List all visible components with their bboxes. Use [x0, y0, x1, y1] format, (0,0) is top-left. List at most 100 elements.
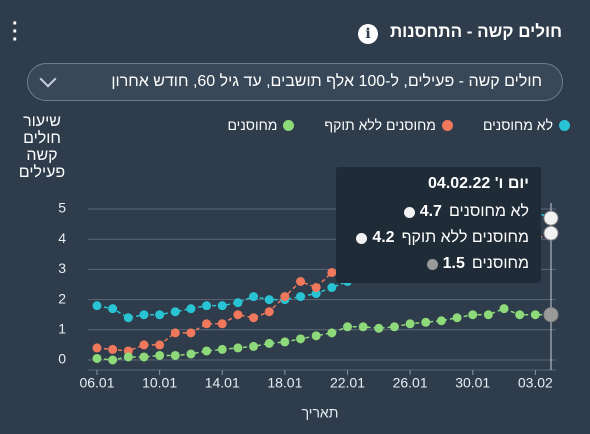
legend-label: מחוסנים ללא תוקף	[324, 117, 436, 133]
x-tick-label: 30.01	[455, 375, 490, 391]
data-point	[217, 301, 227, 311]
data-point	[139, 352, 149, 362]
data-point	[186, 349, 196, 359]
data-point	[421, 317, 431, 327]
x-tick-label: 14.01	[205, 375, 240, 391]
tooltip-marker	[403, 206, 415, 218]
x-tick-label: 03.02	[518, 375, 553, 391]
data-point	[389, 322, 399, 332]
data-point	[123, 352, 133, 362]
hover-marker	[543, 225, 559, 241]
data-point	[155, 340, 165, 350]
data-point	[92, 343, 102, 353]
y-tick-label: 1	[58, 321, 66, 337]
tooltip-row: מחוסנים 1.5	[348, 251, 529, 277]
legend-item: לא מחוסנים	[483, 117, 570, 133]
tooltip-value: 1.5	[442, 255, 465, 272]
data-point	[515, 310, 525, 320]
data-point	[374, 323, 384, 333]
info-icon[interactable]: i	[358, 24, 378, 44]
tooltip-series: לא מחוסנים	[448, 203, 529, 220]
data-point	[108, 355, 118, 365]
data-point	[436, 316, 446, 326]
tooltip-series: מחוסנים	[471, 255, 529, 272]
data-point	[530, 310, 540, 320]
data-point	[327, 283, 337, 293]
data-point	[108, 344, 118, 354]
data-point	[108, 304, 118, 314]
legend-swatch	[283, 119, 295, 131]
tooltip-marker	[356, 232, 368, 244]
title: חולים קשה - התחסנות	[389, 22, 562, 41]
legend-item: מחוסנים	[227, 117, 295, 133]
legend-label: לא מחוסנים	[482, 117, 553, 133]
data-point	[264, 295, 274, 305]
data-point	[280, 292, 290, 302]
data-point	[186, 304, 196, 314]
data-point	[358, 322, 368, 332]
tooltip-value: 4.7	[419, 203, 442, 220]
y-tick-label: 4	[58, 230, 66, 246]
data-point	[249, 313, 259, 323]
tooltip-row: מחוסנים ללא תוקף 4.2	[348, 225, 529, 251]
data-point	[327, 328, 337, 338]
legend-label: מחוסנים	[227, 117, 278, 133]
data-point	[249, 341, 259, 351]
tooltip-value: 4.2	[372, 229, 395, 246]
data-point	[170, 307, 180, 317]
data-point	[296, 334, 306, 344]
data-point	[202, 301, 212, 311]
y-axis-title: שיעור חולים קשה פעילים	[18, 113, 66, 181]
series-line	[96, 307, 551, 361]
data-point	[92, 301, 102, 311]
menu-button[interactable]: · · ·	[12, 13, 19, 51]
x-tick-label: 10.01	[142, 375, 177, 391]
filter-dropdown[interactable]: חולים קשה - פעילים, ל-100 אלף תושבים, עד…	[27, 63, 563, 101]
data-point	[233, 310, 243, 320]
data-point	[155, 310, 165, 320]
x-axis-title: תאריך	[302, 405, 339, 421]
x-tick-label: 06.01	[79, 375, 114, 391]
data-point	[296, 277, 306, 286]
data-point	[311, 283, 321, 293]
data-point	[264, 307, 274, 317]
data-point	[264, 338, 274, 348]
tooltip-marker	[426, 258, 438, 270]
x-tick-label: 26.01	[393, 375, 428, 391]
data-point	[296, 292, 306, 302]
data-point	[405, 319, 415, 329]
data-point	[311, 331, 321, 341]
legend-item: מחוסנים ללא תוקף	[324, 117, 453, 133]
y-tick-label: 3	[58, 260, 66, 276]
x-tick-label: 22.01	[330, 375, 365, 391]
y-tick-label: 5	[58, 200, 66, 216]
data-point	[280, 337, 290, 347]
data-point	[249, 292, 259, 302]
legend-swatch	[441, 119, 453, 131]
chevron	[39, 70, 57, 88]
data-point	[327, 267, 337, 277]
data-point	[139, 310, 149, 320]
data-point	[499, 304, 509, 314]
tooltip-series: מחוסנים ללא תוקף	[401, 229, 529, 246]
data-point	[170, 350, 180, 360]
x-tick-label: 18.01	[267, 375, 302, 391]
tooltip-title: יום ו' 04.02.22	[428, 175, 529, 192]
tooltip: יום ו' 04.02.22 לא מחוסנים 4.7 מחוסנים ללא…	[336, 167, 541, 283]
legend-swatch	[559, 119, 570, 131]
filter-text: חולים קשה - פעילים, ל-100 אלף תושבים, עד…	[111, 73, 542, 90]
data-point	[342, 322, 352, 332]
tooltip-row: לא מחוסנים 4.7	[348, 199, 529, 225]
data-point	[139, 340, 149, 350]
data-point	[217, 319, 227, 329]
data-point	[468, 310, 478, 320]
data-point	[483, 310, 493, 320]
data-point	[202, 346, 212, 356]
data-point	[217, 344, 227, 354]
data-point	[452, 313, 462, 323]
data-point	[202, 319, 212, 329]
hover-marker	[543, 307, 559, 323]
data-point	[123, 313, 133, 323]
data-point	[170, 328, 180, 338]
